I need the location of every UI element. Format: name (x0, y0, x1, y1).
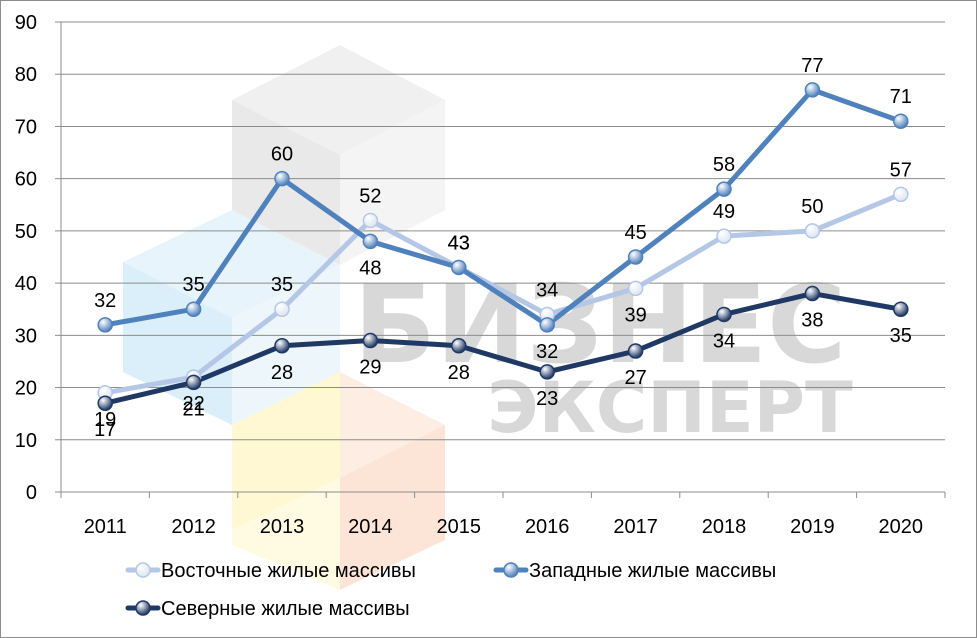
series-1-label-2019: 77 (801, 55, 823, 77)
series-1-point-2019 (804, 82, 821, 98)
series-2-label-2012: 21 (182, 398, 204, 420)
series-1-point-2015 (451, 259, 467, 276)
series-1-point-2020 (893, 113, 909, 129)
x-tick-label-2011: 2011 (84, 516, 127, 538)
legend-marker-2 (135, 600, 151, 616)
series-1-label-2012: 35 (182, 274, 204, 296)
series-2-point-2017 (627, 343, 644, 359)
series-1-label-2013: 60 (271, 144, 293, 166)
x-tick-label-2019: 2019 (790, 516, 835, 538)
series-2-label-2016: 23 (536, 388, 558, 410)
series-1-point-2018 (716, 181, 732, 197)
y-axis-ticks: 0 10 20 30 40 50 60 70 80 90 (15, 12, 61, 504)
series-0-label-2013: 35 (271, 274, 293, 296)
series-1-point-2017 (627, 249, 644, 265)
series-0-label-2017: 39 (624, 304, 646, 326)
x-tick-label-2016: 2016 (525, 516, 570, 538)
series-2-point-2020 (893, 301, 909, 317)
y-tick-label-80: 80 (15, 64, 37, 86)
series-2-point-2013 (274, 338, 290, 354)
series-0-label-2019: 50 (801, 196, 823, 218)
series-0-label-2012: 22 (182, 393, 204, 415)
x-axis-ticks: 2011 2012 2013 2014 2015 2016 2017 2018 2019 2020 (60, 492, 946, 538)
legend: Восточные жилые массивы Западные жилые ма… (125, 560, 776, 620)
legend-marker-1 (503, 562, 519, 578)
series-1-label-2014: 48 (359, 257, 381, 279)
series-1-label-2018: 58 (713, 154, 735, 176)
legend-label-0: Восточные жилые массивы (161, 560, 416, 582)
series-1-point-2012 (185, 301, 202, 317)
x-tick-label-2020: 2020 (879, 516, 924, 538)
y-tick-label-0: 0 (26, 482, 37, 504)
series-2-label-2018: 34 (713, 330, 735, 352)
series-2-label-2011: 17 (94, 419, 116, 441)
series-1-point-2011 (97, 317, 113, 333)
y-tick-label-10: 10 (15, 430, 37, 452)
series-0-label-2018: 49 (713, 201, 735, 223)
series-0-label-2020: 57 (890, 159, 912, 181)
series-0-label-2015: 43 (448, 232, 470, 254)
series-2-label-2013: 28 (271, 362, 293, 384)
series-1-point-2014 (362, 233, 379, 250)
x-tick-label-2014: 2014 (348, 516, 393, 538)
series-1-point-2016 (539, 317, 555, 333)
series-line-1 (102, 87, 904, 328)
series-2-point-2012 (185, 374, 202, 391)
x-tick-label-2015: 2015 (437, 516, 482, 538)
y-tick-label-50: 50 (15, 221, 37, 243)
series-line-2 (102, 291, 904, 406)
series-0-point-2019 (804, 223, 821, 239)
series-1-label-2011: 32 (94, 290, 116, 312)
x-tick-label-2012: 2012 (171, 516, 216, 538)
series-2-point-2019 (804, 285, 821, 302)
series-1-label-2020: 71 (890, 86, 912, 108)
series-1-label-2017: 45 (624, 222, 646, 244)
y-tick-label-70: 70 (15, 116, 37, 138)
legend-label-1: Западные жилые массивы (529, 560, 776, 582)
series-2-point-2018 (716, 306, 732, 323)
y-tick-label-30: 30 (15, 325, 37, 347)
series-layer (97, 82, 909, 411)
series-2-label-2020: 35 (890, 325, 912, 347)
series-0-label-2011: 19 (94, 409, 116, 431)
series-0-point-2020 (893, 186, 909, 203)
series-1-label-2016: 32 (536, 341, 558, 363)
series-2-point-2016 (539, 364, 555, 380)
x-tick-label-2018: 2018 (702, 516, 747, 538)
y-tick-label-90: 90 (15, 12, 37, 34)
series-0-point-2014 (362, 212, 379, 229)
x-tick-label-2013: 2013 (260, 516, 305, 538)
series-1-point-2013 (274, 170, 290, 187)
series-1-label-2015: 43 (448, 232, 470, 254)
series-0-label-2016: 34 (536, 279, 558, 301)
series-2-label-2014: 29 (359, 357, 381, 379)
series-2-label-2015: 28 (448, 362, 470, 384)
series-0-point-2017 (627, 280, 644, 297)
y-tick-label-20: 20 (15, 378, 37, 400)
watermark-line2: ЭКСПЕРТ (487, 367, 853, 449)
y-tick-label-40: 40 (15, 273, 37, 295)
series-2-label-2019: 38 (801, 310, 823, 332)
legend-marker-0 (135, 562, 151, 578)
y-tick-label-60: 60 (15, 169, 37, 191)
x-tick-label-2017: 2017 (613, 516, 658, 538)
series-0-label-2014: 52 (359, 185, 381, 207)
series-2-point-2015 (451, 338, 467, 354)
series-2-label-2017: 27 (624, 367, 646, 389)
series-line-0 (102, 191, 904, 396)
legend-label-2: Северные жилые массивы (161, 598, 410, 620)
series-0-point-2018 (716, 228, 732, 244)
series-2-point-2014 (362, 332, 379, 349)
series-0-point-2013 (274, 301, 290, 317)
series-2-point-2011 (97, 395, 113, 411)
